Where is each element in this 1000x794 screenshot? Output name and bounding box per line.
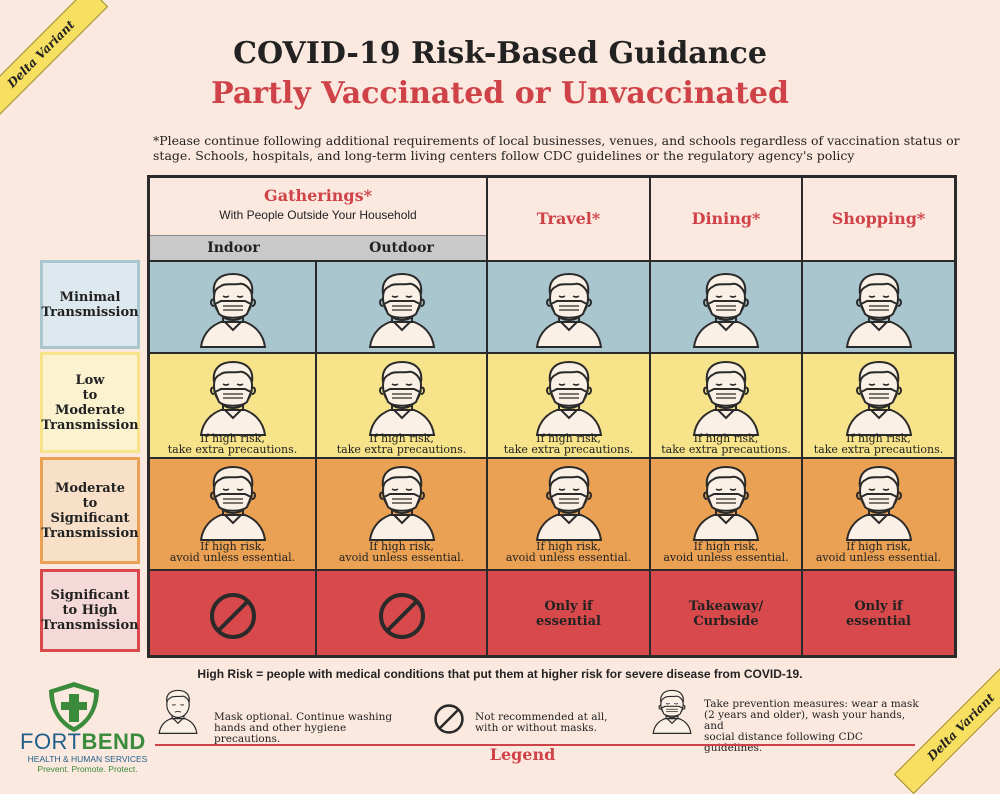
- cell-dining: Takeaway/Curbside: [651, 571, 803, 655]
- legend-title: Legend: [489, 745, 556, 764]
- masked-face-icon: [845, 270, 913, 348]
- row-label-line: to High: [62, 603, 118, 618]
- row-label-line: Minimal: [59, 289, 121, 305]
- row-label-line: Low: [75, 372, 105, 388]
- guidance-note: *Please continue following additional re…: [153, 133, 960, 163]
- masked-face-icon: [845, 463, 913, 541]
- caption: If high risk, take extra precautions.: [503, 432, 634, 456]
- masked-face-icon: [692, 358, 760, 436]
- cell-outdoor: If high risk, avoid unless essential.: [317, 459, 488, 569]
- cell-travel: If high risk, avoid unless essential.: [488, 459, 651, 569]
- masked-face-icon: [368, 358, 436, 436]
- cell-dining: If high risk, avoid unless essential.: [651, 459, 803, 569]
- legend-divider: [155, 744, 915, 746]
- legend-prevention: Take prevention measures: wear a mask (2 …: [704, 698, 919, 754]
- row-label-line: Transmission: [41, 525, 139, 541]
- unmasked-face-icon: [158, 688, 198, 734]
- masked-face-icon: [199, 270, 267, 348]
- caption: If high risk, avoid unless essential.: [338, 540, 465, 564]
- masked-face-icon: [535, 358, 603, 436]
- caption: If high risk, take extra precautions.: [661, 432, 791, 456]
- prohibited-icon: [433, 703, 465, 735]
- row-label-low-moderate: Low to Moderate Transmission: [40, 352, 140, 453]
- cell-outdoor: [317, 262, 488, 352]
- page-title: COVID-19 Risk-Based Guidance: [233, 36, 767, 71]
- cell-text: Takeaway/Curbside: [688, 599, 764, 629]
- cell-indoor: If high risk, take extra precautions.: [150, 354, 317, 457]
- cell-dining: [651, 262, 803, 352]
- prohibited-icon: [208, 591, 258, 641]
- masked-face-icon: [535, 463, 603, 541]
- gatherings-title: Gatherings*: [264, 186, 372, 205]
- cell-text: Only if essential: [846, 599, 911, 629]
- cell-indoor: If high risk, avoid unless essential.: [150, 459, 317, 569]
- row-low-moderate: If high risk, take extra precautions. If …: [150, 352, 954, 457]
- masked-face-icon: [199, 358, 267, 436]
- cell-text: Only if essential: [536, 599, 601, 629]
- masked-face-icon: [535, 270, 603, 348]
- caption: If high risk, avoid unless essential.: [169, 540, 296, 564]
- row-label-line: Significant: [50, 510, 130, 526]
- header-indoor: Indoor: [150, 235, 318, 261]
- header-gatherings: Gatherings* With People Outside Your Hou…: [150, 178, 488, 261]
- cell-travel: Only if essential: [488, 571, 651, 655]
- caption: If high risk, avoid unless essential.: [663, 540, 789, 564]
- caption: If high risk, avoid unless essential.: [815, 540, 942, 564]
- cell-outdoor: If high risk, take extra precautions.: [317, 354, 488, 457]
- prohibited-icon: [377, 591, 427, 641]
- page-subtitle: Partly Vaccinated or Unvaccinated: [211, 76, 789, 111]
- row-significant-high: Only if essential Takeaway/Curbside Only …: [150, 569, 954, 655]
- gatherings-subtitle: With People Outside Your Household: [219, 208, 417, 222]
- legend-not-recommended: Not recommended at all, with or without m…: [475, 711, 608, 734]
- cell-indoor: [150, 571, 317, 655]
- logo-name: FORTBEND: [20, 729, 146, 754]
- logo-tagline: Prevent. Promote. Protect.: [37, 764, 138, 774]
- masked-face-icon: [692, 270, 760, 348]
- cell-travel: [488, 262, 651, 352]
- high-risk-definition: High Risk = people with medical conditio…: [197, 667, 803, 681]
- masked-face-icon: [845, 358, 913, 436]
- shield-cross-icon: [49, 682, 99, 732]
- row-label-minimal: Minimal Transmission: [40, 260, 140, 349]
- row-label-line: Moderate: [55, 402, 125, 418]
- row-label-moderate-significant: Moderate to Significant Transmission: [40, 457, 140, 564]
- row-label-line: Moderate: [55, 480, 125, 496]
- masked-face-icon: [368, 270, 436, 348]
- header-shopping: Shopping*: [831, 209, 926, 228]
- row-moderate-significant: If high risk, avoid unless essential. If …: [150, 457, 954, 569]
- masked-face-icon: [368, 463, 436, 541]
- masked-face-icon: [692, 463, 760, 541]
- fort-bend-logo: FORTBEND HEALTH & HUMAN SERVICES Prevent…: [20, 680, 155, 774]
- cell-shopping: Only if essential: [803, 571, 954, 655]
- legend-mask-optional: Mask optional. Continue washing hands and…: [214, 711, 393, 745]
- masked-face-icon: [199, 463, 267, 541]
- cell-shopping: If high risk, avoid unless essential.: [803, 459, 954, 569]
- row-label-significant-high: Significant to High Transmission: [40, 569, 140, 652]
- row-label-line: Transmission: [41, 618, 139, 633]
- logo-subtitle: HEALTH & HUMAN SERVICES: [27, 754, 148, 764]
- caption: If high risk, take extra precautions.: [813, 432, 944, 456]
- caption: If high risk, avoid unless essential.: [505, 540, 632, 564]
- row-label-line: Transmission: [41, 417, 139, 433]
- guidance-table: Gatherings* With People Outside Your Hou…: [147, 175, 957, 658]
- row-minimal: [150, 260, 954, 352]
- header-dining: Dining*: [651, 178, 803, 260]
- caption: If high risk, take extra precautions.: [336, 432, 467, 456]
- masked-face-icon: [652, 688, 692, 734]
- header-outdoor: Outdoor: [317, 235, 486, 261]
- row-label-line: Significant: [50, 588, 130, 603]
- cell-indoor: [150, 262, 317, 352]
- cell-shopping: If high risk, take extra precautions.: [803, 354, 954, 457]
- caption: If high risk, take extra precautions.: [167, 432, 298, 456]
- row-label-line: to: [82, 387, 98, 403]
- header-travel: Travel*: [488, 178, 651, 260]
- cell-outdoor: [317, 571, 488, 655]
- cell-dining: If high risk, take extra precautions.: [651, 354, 803, 457]
- row-label-line: Transmission: [41, 304, 139, 320]
- cell-shopping: [803, 262, 954, 352]
- cell-travel: If high risk, take extra precautions.: [488, 354, 651, 457]
- row-label-line: to: [82, 495, 98, 511]
